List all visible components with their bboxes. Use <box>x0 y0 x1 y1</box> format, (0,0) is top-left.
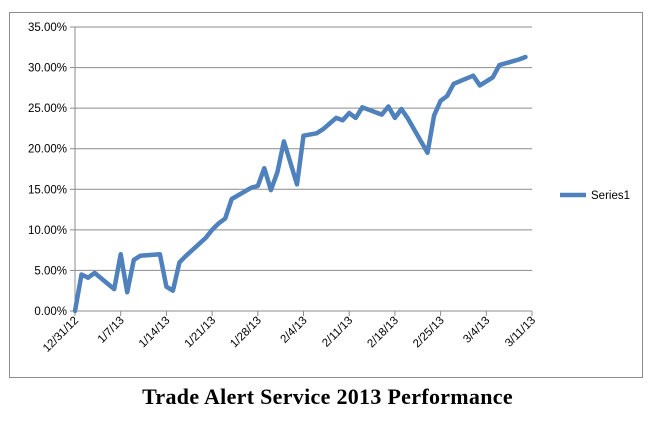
y-tick-label: 0.00% <box>34 306 67 318</box>
y-tick-label: 35.00% <box>28 22 67 34</box>
legend-label: Series1 <box>591 190 630 202</box>
x-tick-label: 1/7/13 <box>96 315 127 346</box>
series-line <box>72 54 528 314</box>
chart-area <box>9 12 643 378</box>
y-tick-label: 5.00% <box>34 265 67 277</box>
x-tick-label: 2/11/13 <box>320 315 355 350</box>
x-tick-label: 2/18/13 <box>365 315 401 351</box>
x-tick-label: 3/4/13 <box>461 315 492 346</box>
x-tick-label: 2/4/13 <box>279 315 310 346</box>
x-tick-label: 1/21/13 <box>183 315 219 351</box>
x-tick-label: 2/25/13 <box>411 315 447 351</box>
x-tick-label: 1/28/13 <box>228 315 264 351</box>
chart-caption: Trade Alert Service 2013 Performance <box>142 384 513 409</box>
x-tick-label: 12/31/12 <box>41 315 81 355</box>
y-tick-label: 25.00% <box>28 103 67 115</box>
y-tick-label: 30.00% <box>28 63 67 75</box>
x-tick-label: 1/14/13 <box>137 315 173 351</box>
y-tick-label: 20.00% <box>28 144 67 156</box>
y-tick-label: 15.00% <box>28 184 67 196</box>
y-tick-label: 10.00% <box>28 225 67 237</box>
x-tick-label: 3/11/13 <box>503 315 538 350</box>
